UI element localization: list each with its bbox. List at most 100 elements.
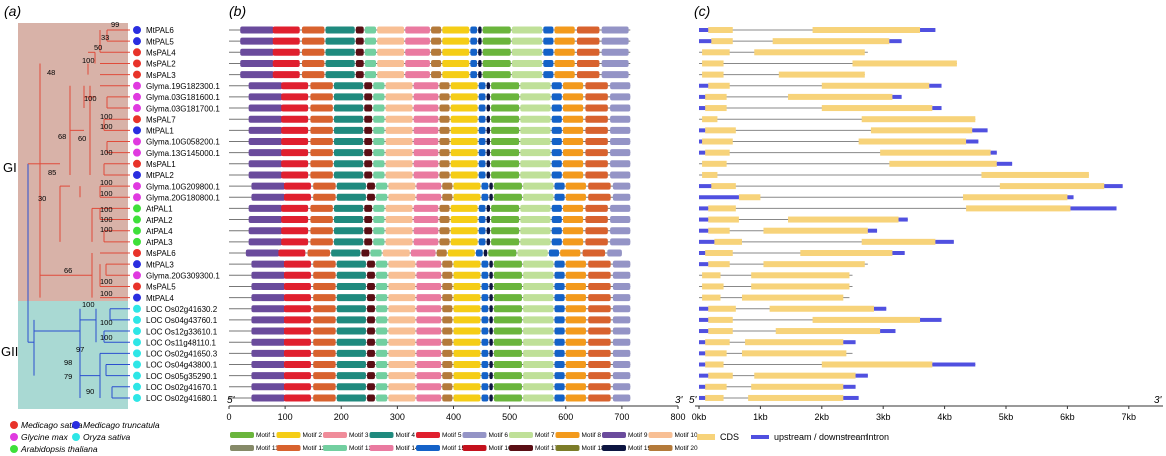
bootstrap-value: 100 [100,112,113,121]
species-dot [133,159,141,168]
species-dot [133,204,141,213]
gene-structure-panel [699,27,1123,401]
gene-labels: MtPAL6 MtPAL5 MsPAL4 MsPAL2 MsPAL3 Glyma.19G1… [133,26,220,403]
bootstrap-value: 100 [100,225,113,234]
species-legend-dot [72,433,80,441]
gene-label: Glyma.03G181600.1 [146,93,220,102]
bootstrap-value: 100 [100,277,113,286]
gene-axis-tick: 6kb [1060,412,1075,422]
bootstrap-value: 100 [82,300,95,309]
panel-label-c: (c) [694,3,710,19]
gene-axis: 5' 3' 0kb 1kb 2kb 3kb 4kb 5kb 6kb 7kb [689,395,1163,422]
gene-label: Glyma.10G209800.1 [146,182,220,191]
species-legend-label: Oryza sativa [83,432,131,442]
motif-legend-label: Motif 3 [349,432,369,439]
motif-legend-label: Motif 20 [675,445,699,452]
gene-label: MtPAL2 [146,171,174,180]
gene-label: MsPAL2 [146,60,176,69]
bootstrap-value: 100 [100,122,113,131]
gene-axis-end: 3' [1154,395,1163,406]
species-legend-dot [10,433,18,441]
panel-label-b: (b) [229,3,246,19]
gene-label: LOC Os05g35290.1 [146,372,218,381]
motif-axis-tick: 400 [446,412,461,422]
gene-axis-start: 5' [689,395,698,406]
bootstrap-value: 100 [100,205,113,214]
motif-legend-swatch [648,445,673,451]
motif-legend-swatch [230,432,254,438]
gene-label: LOC Os02g41630.2 [146,305,218,314]
bootstrap-value: 33 [101,33,109,42]
cds-legend-label: CDS [720,432,739,442]
bootstrap-value: 100 [82,56,95,65]
motif-legend: Motif 1 Motif 2 Motif 3 Motif 4 Motif 5 Motif… [230,432,698,452]
motif-axis-tick: 100 [278,412,293,422]
motif-legend-label: Motif 18 [582,445,606,452]
bootstrap-value: 100 [100,178,113,187]
gene-label: MtPAL3 [146,260,174,269]
motif-legend-label: Motif 19 [628,445,652,452]
species-legend-label: Medicago truncatula [83,420,160,430]
species-legend-dot [72,421,80,429]
gene-axis-tick: 0kb [692,412,707,422]
gene-label: Glyma.10G058200.1 [146,138,220,147]
species-dot [133,271,141,280]
motif-legend-label: Motif 5 [442,432,462,439]
motif-legend-label: Motif 14 [396,445,420,452]
species-legend-dot [10,445,18,453]
motif-legend-swatch [555,445,580,451]
bootstrap-value: 60 [78,134,86,143]
gene-label: LOC Os12g33610.1 [146,327,218,336]
motif-legend-label: Motif 8 [582,432,602,439]
species-dot [133,126,141,135]
gene-axis-tick: 2kb [815,412,830,422]
motif-legend-label: Motif 9 [628,432,648,439]
motif-axis-tick: 200 [334,412,349,422]
motif-legend-swatch [555,432,580,438]
bootstrap-value: 100 [100,318,113,327]
gene-label: LOC Os04g43760.1 [146,316,218,325]
bootstrap-value: 98 [64,358,72,367]
motif-panel [229,26,631,402]
motif-legend-swatch [602,432,626,438]
gene-label: Glyma.13G145000.1 [146,149,220,158]
bootstrap-value: 50 [94,43,102,52]
motif-axis-tick: 800 [670,412,685,422]
species-legend-label: Arabidopsis thaliana [20,444,98,454]
species-dot [133,393,141,402]
species-legend-label: Medicago sativa [21,420,83,430]
species-dot [133,226,141,235]
utr-legend-swatch [751,435,769,439]
motif-legend-label: Motif 4 [396,432,416,439]
bootstrap-value: 97 [76,345,84,354]
gene-label: MsPAL7 [146,115,176,124]
bootstrap-value: 100 [84,94,97,103]
gene-axis-tick: 3kb [876,412,891,422]
motif-legend-label: Motif 2 [303,432,323,439]
bootstrap-value: 100 [100,289,113,298]
bootstrap-value: 100 [100,333,113,342]
species-dot [133,37,141,46]
gene-axis-tick: 1kb [753,412,768,422]
species-legend-dot [10,421,18,429]
gene-label: Glyma.20G180800.1 [146,193,220,202]
gene-label: LOC Os11g48110.1 [146,338,217,347]
motif-legend-swatch [323,445,347,451]
gene-label: MtPAL4 [146,294,174,303]
motif-legend-label: Motif 12 [303,445,327,452]
species-dot [133,315,141,324]
species-dot [133,48,141,57]
motif-legend-swatch [648,432,673,438]
motif-axis-tick: 300 [390,412,405,422]
species-dot [133,104,141,113]
group-label-gi: GI [3,160,17,175]
motif-axis-tick: 500 [502,412,517,422]
utr-legend-label: upstream / downstream [774,432,868,442]
motif-legend-swatch [276,432,301,438]
bootstrap-value: 66 [64,266,72,275]
gene-label: MtPAL1 [146,127,174,136]
cds-legend-swatch [697,434,715,440]
motif-legend-label: Motif 16 [489,445,513,452]
